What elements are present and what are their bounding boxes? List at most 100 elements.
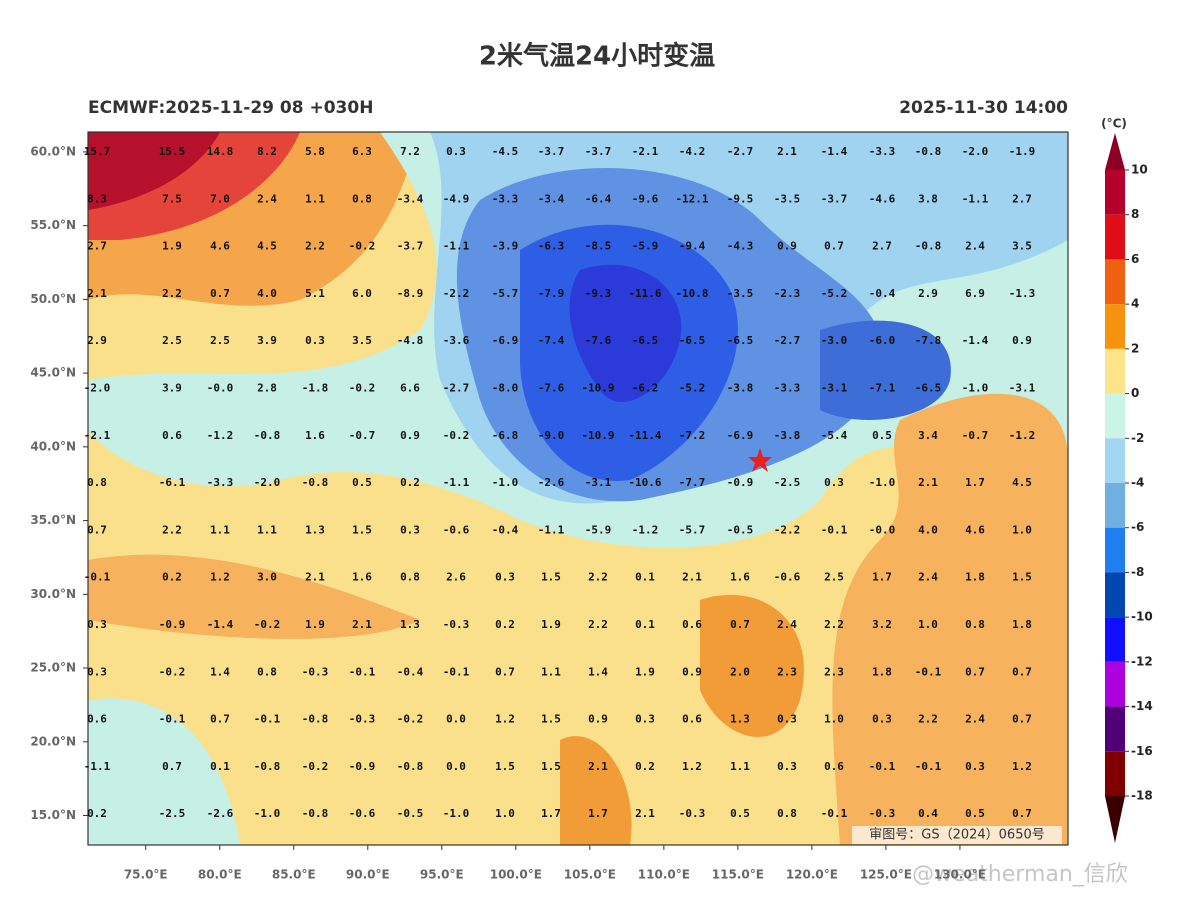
- grid-value: -3.1: [1009, 382, 1036, 395]
- grid-value: -3.5: [727, 287, 754, 300]
- grid-value: -5.9: [585, 523, 612, 536]
- grid-value: 2.9: [87, 334, 107, 347]
- grid-value: -0.3: [302, 665, 329, 678]
- grid-value: -0.2: [159, 665, 186, 678]
- colorbar-tick-label: -6: [1131, 520, 1144, 534]
- y-tick-label: 40.0°N: [30, 439, 76, 453]
- grid-value: -0.1: [821, 523, 848, 536]
- grid-value: 5.8: [305, 145, 325, 158]
- grid-value: -6.3: [538, 240, 565, 253]
- grid-value: 3.5: [352, 334, 372, 347]
- grid-value: -1.0: [443, 807, 470, 820]
- grid-value: -0.8: [302, 713, 329, 726]
- grid-value: -3.7: [821, 192, 848, 205]
- grid-value: 1.2: [495, 713, 515, 726]
- x-tick-label: 120.0°E: [786, 868, 838, 882]
- grid-value: 0.5: [872, 429, 892, 442]
- map-frame: [87, 131, 1069, 846]
- colorbar-tick-label: -14: [1131, 699, 1153, 713]
- beijing-marker: [748, 448, 772, 472]
- grid-value: -0.1: [159, 713, 186, 726]
- colorbar-segment: [1105, 617, 1125, 662]
- grid-value: -9.0: [538, 429, 565, 442]
- grid-value: -7.6: [538, 382, 565, 395]
- grid-value: 2.3: [777, 665, 797, 678]
- grid-value: -3.3: [207, 476, 234, 489]
- grid-value: 0.7: [1012, 713, 1032, 726]
- grid-value: -3.7: [397, 240, 424, 253]
- grid-value: -3.4: [538, 192, 565, 205]
- grid-value: 1.4: [588, 665, 608, 678]
- grid-value: -6.5: [679, 334, 706, 347]
- grid-value: -6.4: [585, 192, 612, 205]
- grid-value: 1.0: [918, 618, 938, 631]
- grid-value: -9.6: [632, 192, 659, 205]
- grid-value: 0.7: [87, 523, 107, 536]
- y-tick-label: 20.0°N: [30, 734, 76, 748]
- grid-value: -9.5: [727, 192, 754, 205]
- grid-value: 1.5: [541, 713, 561, 726]
- map-stamp: 审图号：GS（2024）0650号: [869, 828, 1045, 843]
- grid-value: 3.4: [918, 429, 938, 442]
- grid-value: 2.2: [588, 571, 608, 584]
- grid-value: -2.3: [774, 287, 801, 300]
- grid-value: 1.6: [730, 571, 750, 584]
- grid-value: 3.0: [257, 571, 277, 584]
- grid-value: -1.4: [962, 334, 989, 347]
- grid-value: 0.7: [210, 713, 230, 726]
- grid-value: -4.6: [869, 192, 896, 205]
- grid-value: 2.1: [777, 145, 797, 158]
- grid-value: 0.6: [87, 713, 107, 726]
- colorbar-segment: [1105, 572, 1125, 618]
- grid-value: 0.2: [400, 476, 420, 489]
- grid-value: -2.2: [774, 523, 801, 536]
- grid-value: 0.3: [87, 665, 107, 678]
- grid-value: -3.0: [821, 334, 848, 347]
- grid-value: -2.6: [207, 807, 234, 820]
- grid-value: -1.0: [254, 807, 281, 820]
- watermark: @weatherman_信欣: [912, 862, 1128, 887]
- grid-value: 2.2: [305, 240, 325, 253]
- y-tick-label: 30.0°N: [30, 587, 76, 601]
- x-tick-label: 105.0°E: [564, 868, 616, 882]
- colorbar-tick-label: -16: [1131, 744, 1153, 758]
- grid-value: -0.0: [869, 523, 896, 536]
- colorbar-segment: [1105, 348, 1125, 394]
- grid-value: 1.9: [635, 665, 655, 678]
- grid-value: 1.1: [210, 523, 230, 536]
- grid-value: -10.8: [675, 287, 708, 300]
- grid-value: -0.2: [349, 240, 376, 253]
- grid-value: -3.7: [585, 145, 612, 158]
- grid-value: -1.0: [869, 476, 896, 489]
- grid-value: -0.9: [159, 618, 186, 631]
- grid-value: -0.8: [397, 760, 424, 773]
- grid-value: -6.5: [915, 382, 942, 395]
- grid-value: 2.4: [257, 192, 277, 205]
- grid-value: 2.4: [965, 240, 985, 253]
- grid-value: 0.4: [918, 807, 938, 820]
- grid-value: -6.9: [492, 334, 519, 347]
- colorbar-tick-label: 0: [1131, 386, 1139, 400]
- grid-value: -2.7: [727, 145, 754, 158]
- grid-value: -3.6: [443, 334, 470, 347]
- grid-value: -7.8: [915, 334, 942, 347]
- grid-value: 0.7: [965, 665, 985, 678]
- grid-value: 2.4: [777, 618, 797, 631]
- y-tick-label: 35.0°N: [30, 513, 76, 527]
- grid-value: -6.5: [632, 334, 659, 347]
- grid-value: 0.3: [872, 713, 892, 726]
- grid-value: 0.3: [495, 571, 515, 584]
- grid-value: 0.1: [635, 618, 655, 631]
- colorbar-over: [1105, 133, 1125, 170]
- grid-value: 1.0: [1012, 523, 1032, 536]
- grid-value: 0.7: [210, 287, 230, 300]
- grid-value: 0.3: [635, 713, 655, 726]
- grid-value: 2.2: [918, 713, 938, 726]
- grid-value: 3.5: [1012, 240, 1032, 253]
- grid-value: 1.0: [824, 713, 844, 726]
- grid-value: 3.9: [257, 334, 277, 347]
- x-tick-label: 95.0°E: [420, 868, 464, 882]
- colorbar-segment: [1105, 438, 1125, 483]
- grid-value: 2.1: [352, 618, 372, 631]
- grid-value: 1.1: [257, 523, 277, 536]
